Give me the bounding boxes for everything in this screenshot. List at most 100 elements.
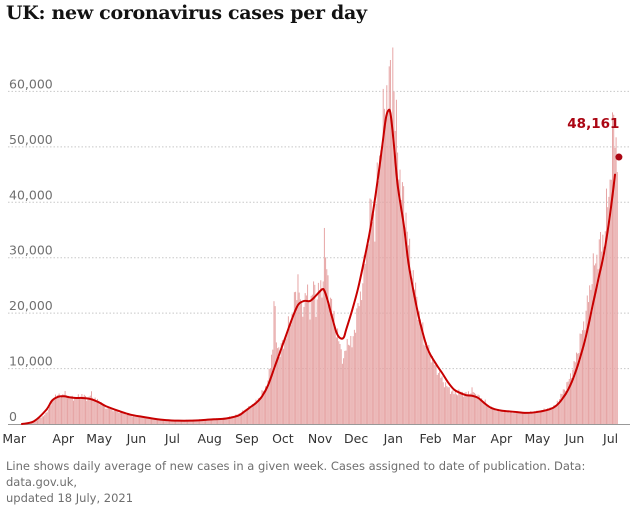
daily-case-bar <box>123 413 124 424</box>
daily-case-bar <box>341 349 342 424</box>
daily-case-bar <box>283 349 284 424</box>
daily-case-bar <box>408 245 409 424</box>
daily-case-bar <box>458 390 459 424</box>
daily-case-bar <box>285 339 286 425</box>
daily-case-bar <box>144 418 145 424</box>
daily-case-bar <box>491 407 492 424</box>
daily-case-bar <box>352 347 353 424</box>
daily-case-bar <box>586 311 587 424</box>
footnote-line: Line shows daily average of new cases in… <box>6 458 606 490</box>
daily-case-bar <box>137 416 138 424</box>
daily-case-bars <box>21 48 617 424</box>
daily-case-bar <box>96 400 97 424</box>
daily-case-bar <box>540 411 541 424</box>
daily-case-bar <box>404 227 405 424</box>
daily-case-bar <box>337 328 338 424</box>
daily-case-bar <box>454 394 455 424</box>
daily-case-bar <box>522 413 523 424</box>
daily-case-bar <box>521 412 522 424</box>
daily-case-bar <box>60 398 61 424</box>
daily-case-bar <box>332 314 333 424</box>
daily-case-bar <box>462 392 463 424</box>
daily-case-bar <box>527 413 528 424</box>
daily-case-bar <box>419 311 420 424</box>
daily-case-bar <box>424 345 425 424</box>
daily-case-bar <box>115 410 116 424</box>
daily-case-bar <box>43 416 44 424</box>
daily-case-bar <box>318 283 319 424</box>
daily-case-bar <box>247 410 248 424</box>
x-tick-label: Sep <box>235 431 259 446</box>
daily-case-bar <box>361 300 362 424</box>
daily-case-bar <box>346 351 347 424</box>
daily-case-bar <box>84 395 85 424</box>
daily-case-bar <box>414 290 415 424</box>
daily-case-bar <box>86 401 87 424</box>
daily-case-bar <box>386 85 387 424</box>
daily-case-bar <box>455 391 456 424</box>
daily-case-bar <box>614 148 615 424</box>
daily-case-bar <box>264 390 265 424</box>
daily-case-bar <box>133 416 134 424</box>
daily-case-bar <box>427 351 428 424</box>
daily-case-bar <box>51 400 52 425</box>
daily-case-bar <box>434 365 435 424</box>
daily-case-bar <box>580 334 581 424</box>
x-tick-label: May <box>524 431 550 446</box>
daily-case-bar <box>378 181 379 424</box>
daily-case-bar <box>509 413 510 424</box>
daily-case-bar <box>506 413 507 424</box>
daily-case-bar <box>138 417 139 424</box>
daily-case-bar <box>392 48 393 424</box>
daily-case-bar <box>347 339 348 424</box>
daily-case-bar <box>143 418 144 424</box>
daily-case-bar <box>396 100 397 424</box>
daily-case-bar <box>420 319 421 424</box>
daily-case-bar <box>616 137 617 424</box>
daily-case-bar <box>380 150 381 424</box>
daily-case-bar <box>276 342 277 424</box>
daily-case-bar <box>461 392 462 424</box>
daily-case-bar <box>433 362 434 424</box>
daily-case-bar <box>322 298 323 424</box>
daily-case-bar <box>254 402 255 424</box>
daily-case-bar <box>141 417 142 424</box>
daily-case-bar <box>135 417 136 424</box>
daily-case-bar <box>103 405 104 424</box>
y-tick-label: 10,000 <box>9 354 53 369</box>
daily-case-bar <box>128 415 129 424</box>
gridlines <box>8 91 630 424</box>
daily-case-bar <box>120 412 121 424</box>
daily-case-bar <box>515 413 516 424</box>
daily-case-bar <box>498 409 499 424</box>
daily-case-bar <box>47 412 48 424</box>
daily-case-bar <box>63 395 64 424</box>
daily-case-bar <box>499 411 500 424</box>
daily-case-bar <box>452 390 453 424</box>
daily-case-bar <box>61 395 62 424</box>
daily-case-bar <box>83 397 84 424</box>
daily-case-bar <box>53 399 54 424</box>
x-tick-label: Jan <box>383 431 403 446</box>
daily-case-bar <box>440 378 441 424</box>
daily-case-bar <box>54 399 55 424</box>
daily-case-bar <box>342 364 343 424</box>
daily-case-bar <box>445 382 446 424</box>
daily-case-bar <box>389 66 390 424</box>
daily-case-bar <box>476 398 477 424</box>
daily-case-bar <box>467 394 468 424</box>
daily-case-bar <box>273 301 274 424</box>
daily-case-bar <box>36 421 37 424</box>
daily-case-bar <box>482 402 483 424</box>
daily-case-bar <box>566 382 567 424</box>
daily-case-bar <box>355 333 356 424</box>
daily-case-bar <box>307 285 308 424</box>
daily-case-bar <box>105 409 106 424</box>
daily-case-bar <box>611 180 612 424</box>
daily-case-bar <box>480 399 481 424</box>
daily-case-bar <box>372 222 373 424</box>
daily-case-bar <box>410 271 411 424</box>
daily-case-bar <box>149 419 150 424</box>
daily-case-bar <box>504 410 505 424</box>
